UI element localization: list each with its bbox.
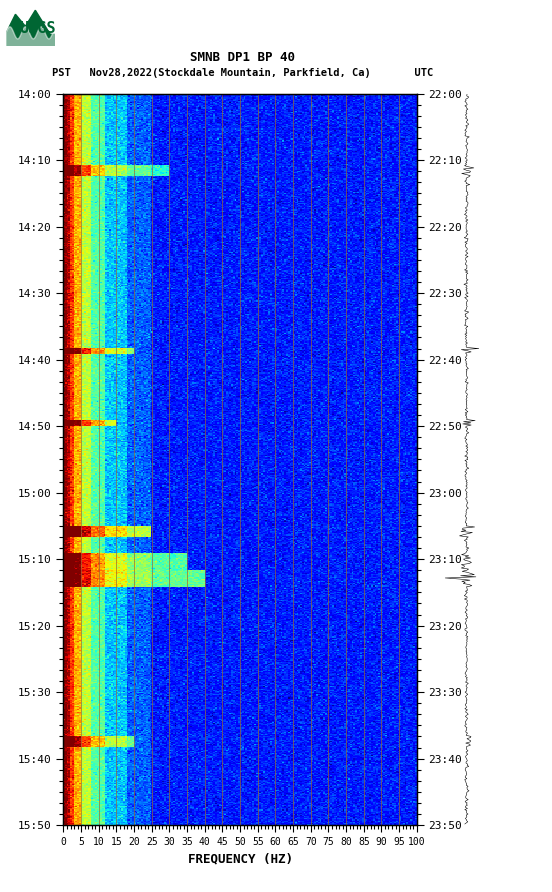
Text: PST   Nov28,2022(Stockdale Mountain, Parkfield, Ca)       UTC: PST Nov28,2022(Stockdale Mountain, Parkf… — [52, 69, 433, 78]
Text: USGS: USGS — [19, 21, 56, 36]
X-axis label: FREQUENCY (HZ): FREQUENCY (HZ) — [188, 853, 293, 865]
Text: SMNB DP1 BP 40: SMNB DP1 BP 40 — [190, 51, 295, 64]
Polygon shape — [6, 11, 55, 46]
